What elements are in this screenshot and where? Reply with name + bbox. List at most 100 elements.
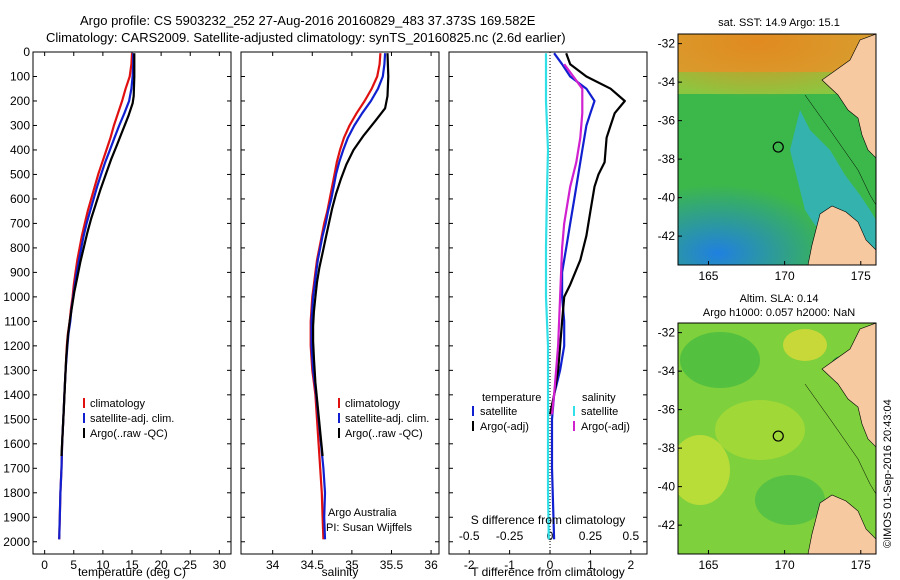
salinity-plot: 34 34.5 35 35.5 36 (241, 51, 439, 572)
series-line-climatology (58, 53, 134, 540)
x-tick-label: -1 (504, 558, 515, 572)
legend-label-satellite: satellite-adj. clim. (90, 413, 174, 425)
series-line-temperature-satellite (550, 52, 596, 540)
temperature-legend: climatology satellite-adj. clim. Argo(..… (83, 398, 174, 440)
sla-low-patch-2 (755, 475, 825, 525)
depth-tick-label: 1700 (3, 461, 30, 475)
s-tick-label: 0.5 (622, 529, 639, 543)
x-tick-label: 25 (184, 558, 198, 572)
sla-high-patch-2 (678, 435, 730, 505)
x-tick-label: 20 (154, 558, 168, 572)
lat-tick-label: -40 (658, 191, 676, 205)
depth-tick-label: 1800 (3, 486, 30, 500)
lat-tick-label: -34 (658, 364, 676, 378)
lat-tick-label: -36 (658, 403, 676, 417)
temperature-xlabel: temperature (deg C) (78, 565, 186, 579)
salinity-xlabel: salinity (322, 565, 359, 579)
x-tick-label: 2 (627, 558, 634, 572)
x-tick-label: 10 (96, 558, 110, 572)
lon-tick-label: 175 (851, 269, 871, 283)
lat-tick-label: -42 (658, 518, 676, 532)
salinity-plot-frame (240, 51, 440, 555)
series-line-salinity-satellite (544, 53, 550, 540)
x-tick-label: -2 (464, 558, 475, 572)
imos-credit: ©IMOS 01-Sep-2016 20:43:04 (882, 399, 894, 548)
depth-tick-label: 900 (10, 265, 30, 279)
lat-tick-label: -34 (658, 75, 676, 89)
depth-tick-label: 1900 (3, 510, 30, 524)
argo-australia-annotation: Argo Australia (328, 507, 397, 519)
series-line-argo-raw-qc- (312, 53, 390, 457)
depth-tick-label: 2000 (3, 535, 30, 549)
depth-tick-label: 300 (10, 118, 30, 132)
x-tick-label: 30 (213, 558, 227, 572)
depth-tick-label: 0 (23, 45, 30, 59)
lat-tick-label: -32 (658, 326, 676, 340)
x-tick-label: 35.5 (380, 558, 404, 572)
s-tick-label: -0.5 (459, 529, 480, 543)
depth-tick-label: 500 (10, 167, 30, 181)
north-island-land (821, 34, 876, 159)
lon-tick-label: 170 (775, 558, 795, 572)
pi-annotation: PI: Susan Wijffels (326, 522, 412, 534)
depth-tick-label: 800 (10, 241, 30, 255)
legend-label-argo: Argo(..raw -QC) (90, 428, 168, 440)
difference-plot-frame (448, 51, 648, 555)
x-tick-label: 36 (424, 558, 438, 572)
sst-map-title: sat. SST: 14.9 Argo: 15.1 (718, 17, 840, 29)
legend-title-temperature: temperature (482, 392, 541, 404)
depth-tick-label: 1200 (3, 339, 30, 353)
depth-tick-label: 1400 (3, 388, 30, 402)
lat-tick-label: -40 (658, 480, 676, 494)
shelf-contour-2 (804, 383, 876, 495)
lat-tick-label: -32 (658, 37, 676, 51)
temperature-plot: 0 5 10 15 20 25 30 (33, 51, 231, 572)
lat-tick-label: -42 (658, 229, 676, 243)
s-tick-label: 0.25 (579, 529, 603, 543)
x-tick-label: 35 (345, 558, 359, 572)
lon-tick-label: 170 (775, 269, 795, 283)
x-tick-label: 1 (587, 558, 594, 572)
salinity-legend: climatology satellite-adj. clim. Argo(..… (338, 398, 429, 440)
difference-xlabel-t: T difference from climatology (471, 565, 625, 579)
depth-tick-label: 600 (10, 192, 30, 206)
legend-label-argo: Argo(..raw -QC) (345, 428, 423, 440)
sla-high-patch-1 (715, 400, 805, 460)
depth-tick-label: 1600 (3, 437, 30, 451)
shelf-contour (804, 94, 876, 206)
difference-xlabel-s: S difference from climatology (471, 513, 626, 527)
sst-map (678, 34, 876, 265)
sla-low-patch-1 (680, 332, 760, 388)
depth-tick-label: 1100 (4, 314, 30, 328)
legend-label-s-argo: Argo(-adj) (581, 421, 630, 433)
depth-tick-label: 700 (10, 216, 30, 230)
depth-tick-label: 1000 (3, 290, 30, 304)
x-tick-label: 34.5 (301, 558, 325, 572)
sst-map-frame (677, 33, 877, 266)
legend-label-s-satellite: satellite (581, 406, 618, 418)
x-tick-label: 0 (41, 558, 48, 572)
lat-tick-label: -38 (658, 441, 676, 455)
x-tick-label: 34 (266, 558, 280, 572)
sla-map-axes: 165 170 175 -32 -34 -36 -38 -40 -42 (658, 326, 871, 572)
lat-tick-label: -36 (658, 114, 676, 128)
sla-map-title-line2: Argo h1000: 0.057 h2000: NaN (703, 307, 855, 319)
legend-label-satellite: satellite-adj. clim. (345, 413, 429, 425)
south-island-land-2 (807, 494, 876, 554)
temperature-plot-frame (32, 51, 232, 555)
sla-map (678, 323, 876, 554)
figure-title-line2: Climatology: CARS2009. Satellite-adjuste… (46, 30, 566, 45)
south-island-land (807, 205, 876, 265)
lon-tick-label: 165 (698, 558, 718, 572)
north-island-land-2 (821, 323, 876, 448)
series-line-salinity-argo-adj- (550, 63, 584, 415)
depth-tick-label: 1500 (3, 412, 30, 426)
lon-tick-label: 175 (851, 558, 871, 572)
x-tick-label: 15 (125, 558, 139, 572)
series-line-argo-raw-qc- (60, 53, 136, 457)
lat-tick-label: -38 (658, 152, 676, 166)
depth-tick-label: 1300 (3, 363, 30, 377)
legend-label-climatology: climatology (90, 398, 146, 410)
